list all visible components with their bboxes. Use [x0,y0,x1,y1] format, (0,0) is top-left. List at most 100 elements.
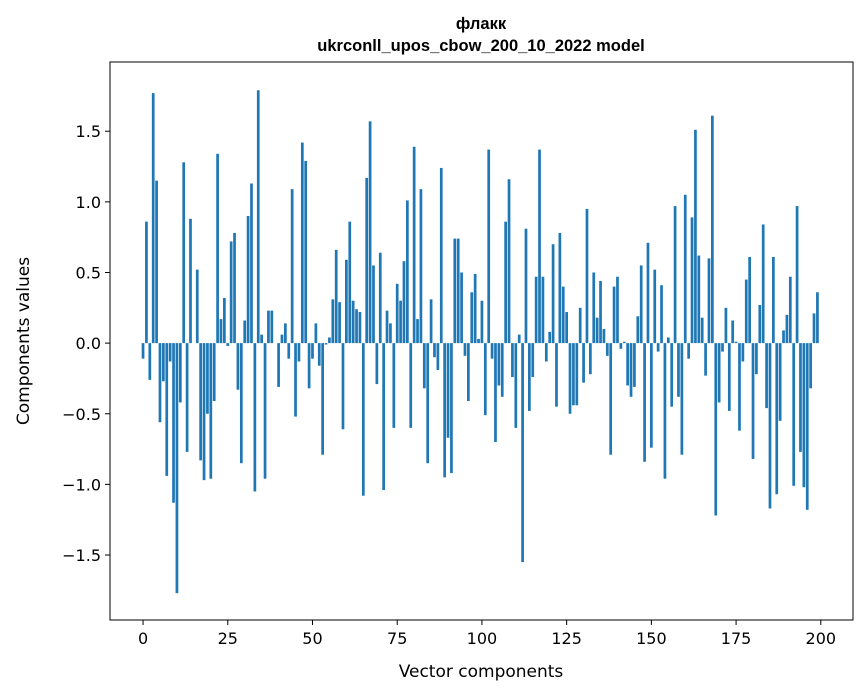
bar-167 [707,258,711,344]
bar-65 [361,343,365,496]
bar-198 [812,313,816,344]
bar-128 [575,343,579,406]
bar-127 [572,343,575,406]
bar-77 [402,261,406,344]
bar-76 [399,300,402,344]
bars-group [141,90,819,594]
bar-55 [328,337,331,344]
x-tick-label: 175 [721,629,752,648]
bar-45 [294,343,297,417]
bar-155 [666,337,670,344]
bar-74 [392,343,396,428]
bar-116 [534,276,538,344]
bar-36 [263,343,267,479]
plot-frame [109,61,854,621]
bar-179 [748,256,751,344]
bar-57 [334,249,338,344]
bar-16 [195,269,199,344]
bar-123 [558,232,562,344]
bar-94 [460,272,463,344]
bar-68 [372,265,375,344]
bar-191 [788,276,792,344]
bar-111 [517,334,521,344]
bar-103 [490,343,494,359]
bar-46 [297,343,301,362]
bar-81 [416,319,419,344]
bar-148 [643,343,646,462]
bar-157 [673,206,677,344]
bar-4 [155,180,158,344]
bar-69 [375,343,379,385]
bar-145 [633,343,636,387]
bar-152 [656,343,660,352]
bar-120 [548,331,552,344]
bar-184 [765,343,768,409]
bar-175 [734,341,738,344]
bar-168 [711,115,714,344]
bar-109 [511,343,514,378]
bar-92 [453,238,457,344]
bar-183 [761,224,765,344]
bar-86 [433,343,436,358]
bar-163 [694,129,697,344]
bar-131 [585,208,589,344]
bar-79 [409,343,413,428]
bar-118 [541,276,545,344]
bar-173 [727,343,731,411]
bar-165 [700,317,704,344]
bar-56 [331,299,335,344]
bar-63 [355,309,358,344]
bar-22 [216,153,219,344]
bar-18 [202,343,206,481]
bar-91 [450,343,453,474]
bar-122 [555,343,558,407]
bar-42 [284,323,287,344]
bar-37 [267,310,270,344]
x-axis-ticks: 0 25 50 75 100 125 150 175 200 [138,620,836,648]
bar-38 [270,310,274,344]
bar-93 [456,238,460,344]
x-tick-label: 0 [138,629,148,648]
bar-156 [670,343,674,407]
bar-31 [246,215,250,344]
bar-100 [480,300,484,344]
bar-88 [439,167,443,344]
bar-50 [311,343,314,359]
bar-176 [738,343,741,431]
bar-196 [805,343,809,510]
bar-132 [589,343,592,375]
y-tick-label: −1.0 [62,475,101,494]
chart-title-line1: флакк [456,15,507,33]
bar-143 [626,343,629,386]
bar-189 [782,330,785,344]
bar-134 [595,317,599,344]
y-tick-label: 1.5 [76,122,101,141]
bar-101 [483,343,487,416]
bar-117 [538,149,541,344]
bar-186 [772,256,775,344]
bar-97 [470,292,474,344]
bar-89 [443,343,447,478]
bar-53 [321,343,325,455]
bar-7 [165,343,169,476]
bar-162 [690,217,694,344]
x-tick-label: 100 [467,629,498,648]
bar-182 [758,304,762,344]
bar-13 [185,343,189,452]
x-axis-label: Vector components [399,662,564,682]
bar-160 [683,194,687,344]
bar-177 [741,343,745,362]
x-tick-label: 75 [387,629,407,648]
bar-23 [219,319,223,344]
bar-105 [497,343,501,386]
bar-8 [168,343,172,362]
bar-166 [704,343,707,376]
bar-40 [277,343,280,387]
bar-95 [463,343,467,356]
bar-98 [473,273,477,344]
bar-137 [605,343,609,356]
x-tick-label: 125 [551,629,582,648]
bar-14 [189,218,192,344]
bar-185 [768,343,772,509]
